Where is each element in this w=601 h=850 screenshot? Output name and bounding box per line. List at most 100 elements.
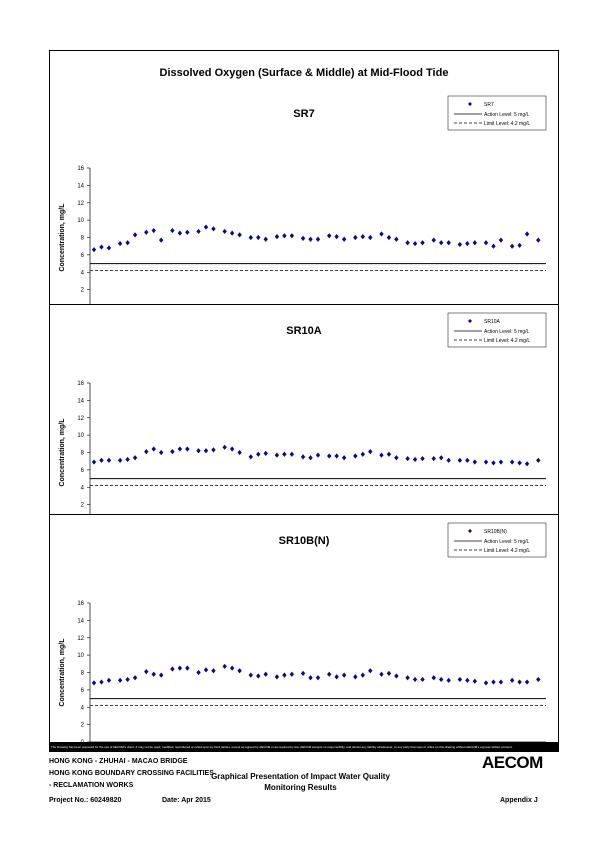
data-point (524, 679, 530, 685)
data-point (256, 673, 261, 679)
data-point (211, 668, 216, 674)
data-point (99, 679, 104, 685)
y-tick-label: 2 (81, 288, 85, 294)
data-point (151, 671, 156, 677)
y-tick-label: 2 (81, 503, 85, 509)
data-point (117, 457, 123, 463)
data-point (420, 455, 425, 462)
data-point (386, 670, 392, 676)
y-tick-label: 12 (77, 416, 84, 422)
y-tick-label: 4 (81, 705, 85, 711)
data-point (274, 674, 280, 680)
data-point (465, 457, 470, 463)
data-point (394, 236, 399, 242)
legend-marker-series (468, 529, 472, 533)
data-point (151, 227, 156, 234)
data-point (353, 674, 358, 680)
data-point (412, 456, 418, 463)
data-point (300, 235, 306, 241)
data-point (368, 449, 373, 455)
data-point (412, 240, 418, 247)
disclaimer-bar: The Drawing has been prepared for the us… (49, 743, 559, 752)
data-point (144, 449, 149, 455)
data-point (170, 449, 175, 455)
data-point (465, 677, 470, 683)
data-point (368, 668, 373, 674)
data-point (99, 457, 104, 463)
data-point (353, 234, 358, 241)
data-point (289, 671, 295, 677)
data-point (274, 234, 280, 240)
data-point (394, 455, 399, 461)
legend-label-action: Action Level: 5 mg/L (484, 329, 530, 335)
data-point (353, 453, 358, 459)
y-tick-label: 8 (81, 236, 85, 242)
data-point (446, 457, 451, 463)
data-point (222, 444, 227, 450)
chart-title: SR10B(N) (279, 535, 330, 547)
data-point (509, 243, 515, 249)
data-point (170, 666, 175, 672)
data-point (334, 674, 339, 680)
data-point (509, 677, 515, 683)
data-point (308, 236, 313, 242)
chart-panel-sr10bn: SR10B(N)024681012141612/1/201412/4/20141… (50, 514, 558, 743)
y-tick-label: 8 (81, 451, 85, 457)
legend-marker-series (468, 102, 472, 106)
legend-label-limit: Limit Level: 4.2 mg/L (484, 338, 530, 344)
data-point (334, 453, 339, 459)
data-point (491, 243, 496, 249)
data-point (132, 232, 138, 238)
presentation-title-line-1: Graphical Presentation of Impact Water Q… (211, 772, 390, 781)
data-point (524, 231, 530, 237)
data-point (125, 676, 130, 683)
data-point (289, 451, 295, 457)
data-point (341, 672, 347, 678)
data-point (491, 460, 496, 466)
data-point (91, 680, 97, 686)
data-point (498, 237, 504, 243)
data-point (536, 457, 541, 463)
data-point (282, 233, 287, 239)
data-point (177, 230, 183, 236)
y-tick-label: 4 (81, 485, 85, 491)
y-tick-label: 16 (77, 166, 84, 172)
data-point (446, 240, 451, 246)
data-point (263, 671, 268, 677)
data-point (185, 229, 190, 235)
data-point (229, 446, 235, 452)
data-point (431, 237, 436, 243)
data-point (117, 240, 123, 247)
data-point (196, 228, 201, 235)
data-point (536, 237, 541, 243)
data-point (203, 224, 209, 230)
data-point (248, 234, 253, 241)
data-point (229, 230, 235, 236)
chart-title: SR10A (286, 325, 322, 337)
data-point (439, 240, 444, 246)
data-point (144, 229, 149, 235)
data-point (203, 448, 209, 454)
legend-label-limit: Limit Level: 4.2 mg/L (484, 548, 530, 554)
data-point (509, 459, 515, 465)
data-point (289, 233, 295, 239)
data-point (263, 450, 268, 456)
data-point (327, 453, 332, 459)
data-point (151, 446, 156, 452)
y-tick-label: 16 (77, 601, 84, 607)
data-point (412, 676, 418, 683)
data-point (106, 457, 112, 463)
data-point (457, 241, 463, 248)
data-point (341, 455, 347, 461)
y-tick-label: 12 (77, 201, 84, 207)
data-point (229, 665, 235, 671)
y-tick-label: 10 (77, 218, 84, 224)
data-point (211, 226, 216, 232)
data-point (300, 670, 306, 676)
data-point (420, 240, 425, 246)
data-point (211, 447, 216, 453)
chart-sr10bn: SR10B(N)024681012141612/1/201412/4/20141… (59, 522, 547, 743)
data-point (379, 671, 384, 677)
data-point (106, 677, 112, 683)
y-tick-label: 4 (81, 270, 85, 276)
